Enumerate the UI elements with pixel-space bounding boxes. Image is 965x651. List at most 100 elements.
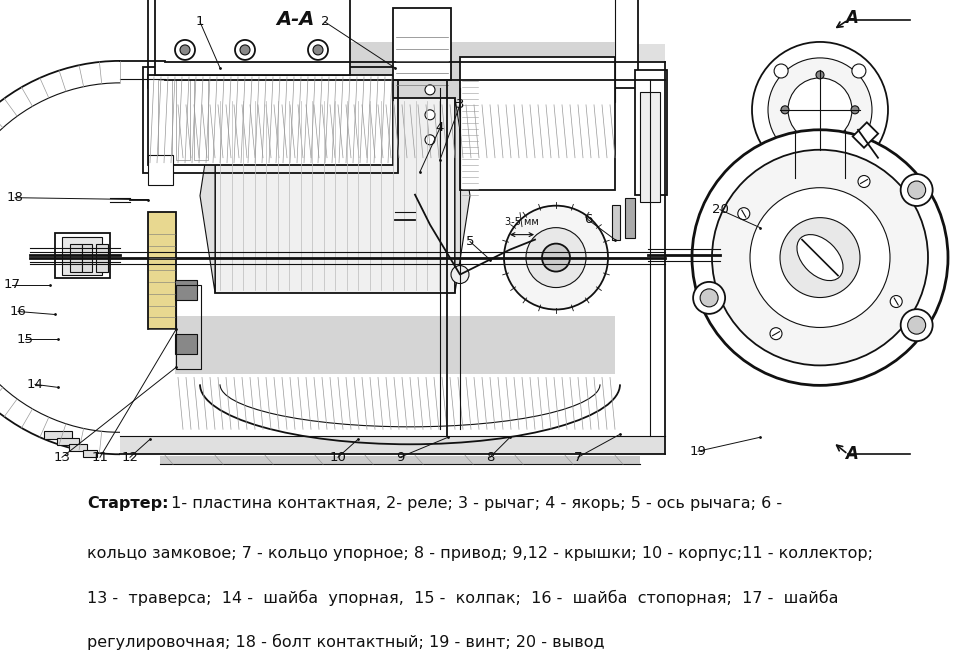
Text: регулировочная; 18 - болт контактный; 19 - винт; 20 - вывод: регулировочная; 18 - болт контактный; 19… <box>87 633 604 650</box>
Circle shape <box>175 40 195 60</box>
Bar <box>175 279 197 299</box>
Text: 10: 10 <box>330 450 346 464</box>
Text: 7: 7 <box>574 450 582 464</box>
Polygon shape <box>200 98 215 292</box>
Text: 13 -  траверса;  14 -  шайба  упорная,  15 -  колпак;  16 -  шайба  стопорная;  : 13 - траверса; 14 - шайба упорная, 15 - … <box>87 590 839 605</box>
Circle shape <box>425 110 435 120</box>
Bar <box>120 436 665 454</box>
Text: 6: 6 <box>584 213 593 226</box>
Bar <box>175 316 615 374</box>
Circle shape <box>816 71 824 79</box>
Bar <box>55 232 110 277</box>
Bar <box>215 98 455 292</box>
Bar <box>165 44 665 62</box>
Circle shape <box>313 45 323 55</box>
Ellipse shape <box>797 234 843 281</box>
Text: 4: 4 <box>436 121 444 134</box>
Bar <box>155 0 350 75</box>
Bar <box>175 335 197 354</box>
Text: 1: 1 <box>196 16 205 29</box>
Circle shape <box>852 142 866 156</box>
Text: А: А <box>845 445 859 464</box>
Circle shape <box>180 45 190 55</box>
Text: 9: 9 <box>396 450 404 464</box>
Bar <box>625 198 635 238</box>
Text: 5: 5 <box>466 235 474 248</box>
Circle shape <box>851 106 859 114</box>
Bar <box>44 432 72 439</box>
Circle shape <box>816 141 824 149</box>
Bar <box>635 70 667 195</box>
Bar <box>148 212 176 329</box>
Circle shape <box>858 176 870 187</box>
Text: 14: 14 <box>27 378 43 391</box>
Bar <box>853 122 878 148</box>
Circle shape <box>712 150 928 365</box>
Text: Стартер:: Стартер: <box>87 496 168 511</box>
Text: 11: 11 <box>92 450 108 464</box>
Text: 15: 15 <box>16 333 34 346</box>
Text: 2: 2 <box>320 16 329 29</box>
Bar <box>175 42 615 102</box>
Circle shape <box>768 58 872 161</box>
Bar <box>82 243 92 271</box>
Circle shape <box>852 64 866 78</box>
Bar <box>148 0 638 88</box>
Bar <box>69 444 87 451</box>
Circle shape <box>752 42 888 178</box>
Circle shape <box>770 327 782 340</box>
Bar <box>143 67 398 173</box>
Bar <box>83 450 97 457</box>
Circle shape <box>781 106 789 114</box>
Text: 17: 17 <box>4 278 20 291</box>
Bar <box>176 284 201 369</box>
Circle shape <box>788 78 852 142</box>
Bar <box>148 155 173 185</box>
Circle shape <box>235 40 255 60</box>
Circle shape <box>750 187 890 327</box>
Polygon shape <box>455 98 470 292</box>
Text: А: А <box>845 9 859 27</box>
Text: 3-5 мм: 3-5 мм <box>505 217 538 227</box>
Circle shape <box>425 85 435 95</box>
Circle shape <box>908 316 925 334</box>
Bar <box>612 204 620 240</box>
Bar <box>160 456 640 464</box>
Circle shape <box>425 135 435 145</box>
Circle shape <box>774 142 788 156</box>
Bar <box>640 92 660 202</box>
Circle shape <box>692 130 948 385</box>
Circle shape <box>504 206 608 309</box>
Bar <box>70 243 82 271</box>
Text: 16: 16 <box>10 305 26 318</box>
Circle shape <box>900 309 932 341</box>
Circle shape <box>890 296 902 307</box>
Text: 13: 13 <box>53 450 70 464</box>
Bar <box>175 0 615 102</box>
Bar <box>176 80 190 159</box>
Circle shape <box>451 266 469 284</box>
Bar <box>194 80 208 159</box>
Text: 3: 3 <box>455 98 464 111</box>
Bar <box>62 236 102 275</box>
Circle shape <box>774 64 788 78</box>
Circle shape <box>240 45 250 55</box>
Circle shape <box>805 243 835 273</box>
Text: кольцо замковое; 7 - кольцо упорное; 8 - привод; 9,12 - крышки; 10 - корпус;11 -: кольцо замковое; 7 - кольцо упорное; 8 -… <box>87 546 873 561</box>
Circle shape <box>738 208 750 219</box>
Bar <box>460 57 615 189</box>
Bar <box>96 243 108 271</box>
Circle shape <box>701 289 718 307</box>
Text: 8: 8 <box>485 450 494 464</box>
Text: 12: 12 <box>122 450 139 464</box>
Text: 20: 20 <box>711 203 729 216</box>
Circle shape <box>693 282 725 314</box>
Text: 18: 18 <box>7 191 23 204</box>
Circle shape <box>542 243 570 271</box>
Bar <box>393 8 451 80</box>
Circle shape <box>526 228 586 288</box>
Bar <box>148 75 393 165</box>
Text: 1- пластина контактная, 2- реле; 3 - рычаг; 4 - якорь; 5 - ось рычага; 6 -: 1- пластина контактная, 2- реле; 3 - рыч… <box>166 496 782 511</box>
Circle shape <box>908 181 925 199</box>
Circle shape <box>308 40 328 60</box>
